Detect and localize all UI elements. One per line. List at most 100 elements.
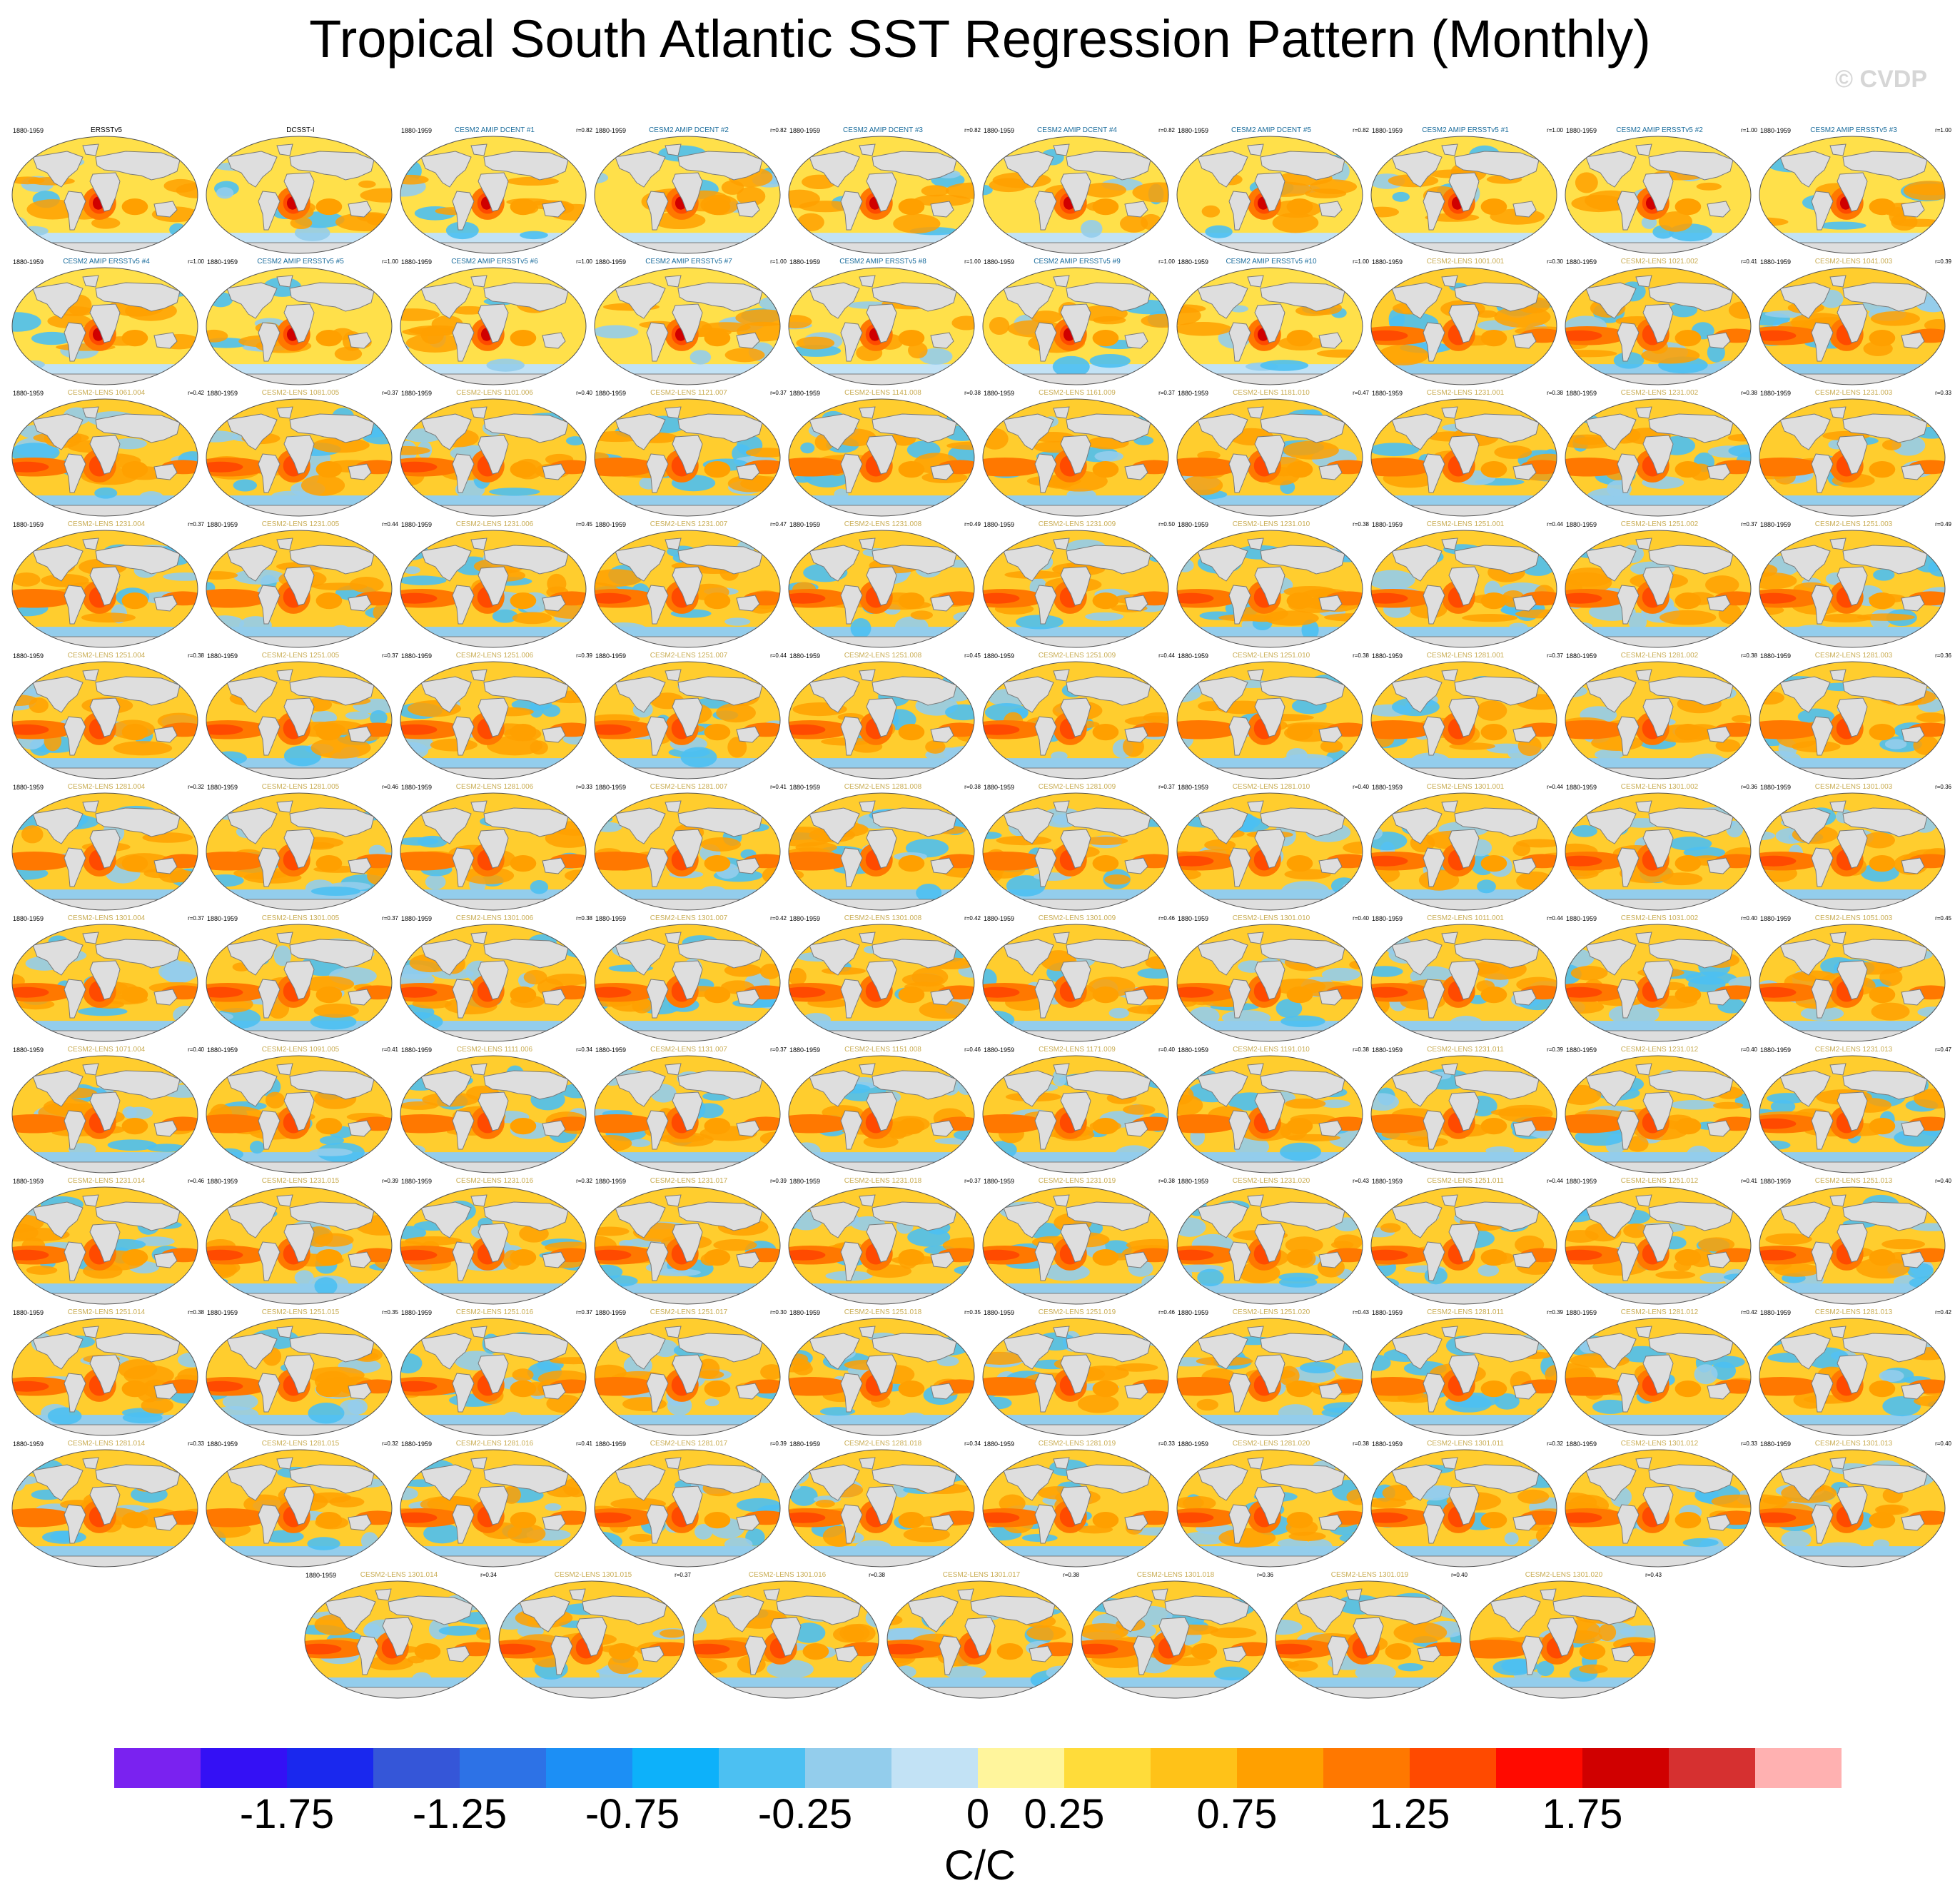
map-panel: 1880-1959 CESM2 AMIP ERSSTv5 #4 r=1.00 [10, 258, 204, 387]
map-panel: 1880-1959 CESM2-LENS 1231.011 r=0.39 [1369, 1046, 1563, 1175]
panel-pattern-correlation: r=0.44 [1158, 652, 1175, 659]
map-panel: 1880-1959 CESM2-LENS 1301.006 r=0.38 [398, 914, 592, 1044]
panel-pattern-correlation: r=0.33 [188, 1440, 204, 1447]
panel-pattern-correlation: r=0.46 [1158, 1309, 1175, 1316]
regression-map [304, 1580, 491, 1699]
panel-years-label: 1880-1959 [1566, 652, 1597, 660]
map-panel: 1880-1959 CESM2-LENS 1281.006 r=0.33 [398, 783, 592, 912]
map-panel: 1880-1959 CESM2-LENS 1061.004 r=0.42 [10, 389, 204, 518]
panel-pattern-correlation: r=0.38 [869, 1572, 885, 1578]
panel-title: CESM2-LENS 1231.004 [67, 520, 146, 528]
panel-title: CESM2-LENS 1101.006 [456, 389, 533, 397]
regression-map [982, 1186, 1169, 1305]
panel-years-label: 1880-1959 [1760, 258, 1792, 266]
map-panel: 1880-1959 CESM2-LENS 1251.009 r=0.44 [981, 652, 1175, 781]
panel-pattern-correlation: r=0.36 [1741, 784, 1757, 790]
map-panel: 1880-1959 CESM2-LENS 1231.006 r=0.45 [398, 520, 592, 650]
colorbar-swatch [891, 1748, 979, 1788]
map-panel: 1880-1959 CESM2-LENS 1021.002 r=0.41 [1563, 258, 1757, 387]
regression-map [400, 661, 587, 779]
panel-pattern-correlation: r=1.00 [188, 258, 204, 265]
panel-years-label: 1880-1959 [1566, 1178, 1597, 1185]
map-panel: 1880-1959 CESM2-LENS 1041.003 r=0.39 [1757, 258, 1951, 387]
regression-map [788, 1186, 975, 1305]
regression-map [11, 267, 198, 385]
panel-years-label: 1880-1959 [207, 521, 238, 528]
regression-map [1176, 1318, 1363, 1436]
map-panel: 1880-1959 CESM2-LENS 1231.018 r=0.37 [787, 1177, 981, 1306]
map-panel: 1880-1959 CESM2-LENS 1281.004 r=0.32 [10, 783, 204, 912]
map-panel: 1880-1959 CESM2-LENS 1281.005 r=0.46 [204, 783, 398, 912]
panel-pattern-correlation: r=0.32 [188, 784, 204, 790]
cvdp-watermark: © CVDP [1835, 66, 1927, 93]
panel-years-label: 1880-1959 [1566, 127, 1597, 134]
panel-title: CESM2-LENS 1301.007 [650, 914, 728, 922]
regression-map [1759, 1318, 1946, 1436]
panel-pattern-correlation: r=0.44 [382, 521, 398, 528]
panel-years-label: 1880-1959 [1372, 1178, 1403, 1185]
colorbar-swatch [719, 1748, 806, 1788]
panel-title: CESM2-LENS 1281.018 [844, 1440, 922, 1448]
panel-pattern-correlation: r=0.44 [770, 652, 787, 659]
panel-years-label: 1880-1959 [789, 1046, 821, 1054]
regression-map [1759, 661, 1946, 779]
panel-title: CESM2-LENS 1061.004 [67, 389, 146, 397]
panel-title: CESM2-LENS 1051.003 [1814, 914, 1893, 922]
colorbar-tick-label: 0 [966, 1791, 990, 1837]
map-panel: 1880-1959 CESM2-LENS 1111.006 r=0.34 [398, 1046, 592, 1175]
panel-years-label: 1880-1959 [984, 521, 1015, 528]
page-title: Tropical South Atlantic SST Regression P… [309, 9, 1651, 69]
regression-map [400, 1186, 587, 1305]
panel-pattern-correlation: r=0.42 [1741, 1309, 1757, 1316]
regression-map [1565, 1318, 1752, 1436]
panel-pattern-correlation: r=1.00 [770, 258, 787, 265]
panel-pattern-correlation: r=0.34 [964, 1440, 981, 1447]
colorbar-tick-label: 0.25 [1024, 1791, 1105, 1837]
panel-pattern-correlation: r=0.37 [964, 1178, 981, 1184]
colorbar-swatch [114, 1748, 201, 1788]
colorbar-swatch [1410, 1748, 1497, 1788]
panel-title: CESM2-LENS 1301.010 [1232, 914, 1310, 922]
map-panel: 1880-1959 ERSSTv5 [10, 126, 203, 256]
panel-years-label: 1880-1959 [789, 1309, 821, 1316]
colorbar-tick-label: -1.25 [412, 1791, 507, 1837]
map-panel: 1880-1959 CESM2-LENS 1301.012 r=0.33 [1563, 1440, 1757, 1569]
panel-title: CESM2-LENS 1281.005 [261, 783, 340, 791]
regression-map [1370, 924, 1557, 1042]
regression-map [594, 530, 781, 648]
regression-map [1370, 792, 1557, 911]
map-panel: 1880-1959 CESM2-LENS 1231.012 r=0.40 [1563, 1046, 1757, 1175]
colorbar-swatch [1237, 1748, 1324, 1788]
panel-pattern-correlation: r=0.37 [1158, 390, 1175, 396]
panel-title: CESM2-LENS 1251.006 [455, 652, 534, 660]
panel-years-label: 1880-1959 [207, 784, 238, 791]
panel-pattern-correlation: r=0.39 [770, 1440, 787, 1447]
panel-title: CESM2 AMIP ERSSTv5 #10 [1226, 258, 1317, 266]
panel-pattern-correlation: r=0.38 [1741, 390, 1757, 396]
panel-years-label: 1880-1959 [1372, 915, 1403, 922]
panel-pattern-correlation: r=0.46 [964, 1046, 981, 1053]
map-panel: CESM2-LENS 1301.017 r=0.38 [885, 1571, 1079, 1700]
panel-years-label: 1880-1959 [1178, 1046, 1209, 1054]
panel-pattern-correlation: r=0.40 [1353, 784, 1369, 790]
colorbar-tick-label: -0.75 [585, 1791, 680, 1837]
panel-years-label: 1880-1959 [1178, 521, 1209, 528]
map-panel: 1880-1959 CESM2-LENS 1251.013 r=0.40 [1757, 1177, 1951, 1306]
map-panel: 1880-1959 CESM2 AMIP ERSSTv5 #6 r=1.00 [398, 258, 592, 387]
regression-map [788, 661, 975, 779]
panel-pattern-correlation: r=0.39 [1935, 258, 1951, 265]
map-panel: 1880-1959 CESM2-LENS 1231.003 r=0.33 [1757, 389, 1951, 518]
panel-years-label: 1880-1959 [401, 1309, 433, 1316]
regression-map [11, 1186, 198, 1305]
panel-pattern-correlation: r=0.40 [576, 390, 592, 396]
regression-map [788, 530, 975, 648]
panel-pattern-correlation: r=0.37 [770, 390, 787, 396]
panel-years-label: 1880-1959 [1760, 915, 1792, 922]
panel-pattern-correlation: r=0.32 [576, 1178, 592, 1184]
map-panel: 1880-1959 CESM2-LENS 1251.004 r=0.38 [10, 652, 204, 781]
panel-years-label: 1880-1959 [1566, 784, 1597, 791]
panel-title: CESM2-LENS 1301.002 [1620, 783, 1699, 791]
map-panel: 1880-1959 CESM2-LENS 1231.019 r=0.38 [981, 1177, 1175, 1306]
panel-title: CESM2-LENS 1251.004 [67, 652, 146, 660]
regression-map [1759, 267, 1946, 385]
